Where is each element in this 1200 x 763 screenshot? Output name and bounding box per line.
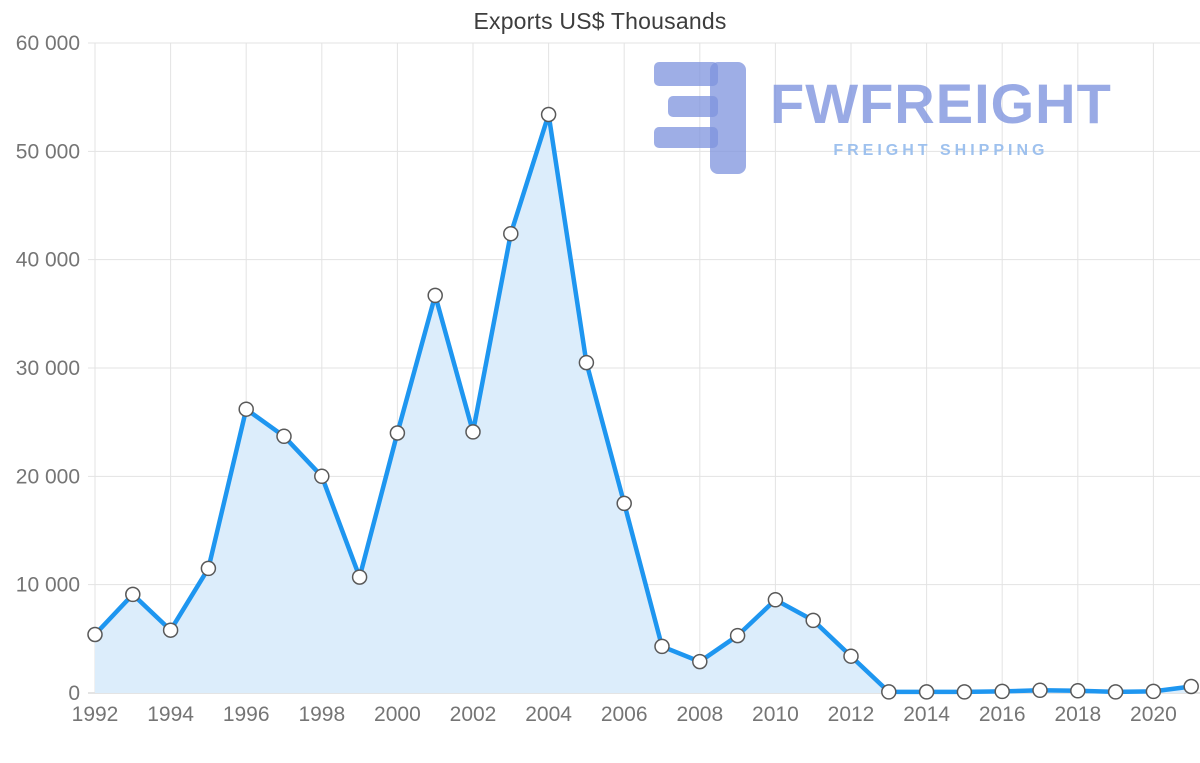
data-point-2015[interactable] — [956, 684, 973, 700]
data-point-2003[interactable] — [503, 225, 519, 242]
x-axis-tick-label: 1994 — [147, 703, 194, 726]
data-point-2001[interactable] — [427, 287, 443, 304]
data-point-1994[interactable] — [162, 622, 179, 638]
x-axis-tick-label: 2014 — [903, 703, 950, 726]
chart-title: Exports US$ Thousands — [473, 8, 727, 34]
data-point-2002[interactable] — [465, 424, 481, 440]
data-point-1997[interactable] — [276, 428, 292, 445]
x-axis-tick-label: 1992 — [72, 703, 119, 726]
data-point-2013[interactable] — [881, 684, 897, 700]
y-axis-tick-label: 30 000 — [16, 357, 80, 380]
x-axis-tick-label: 1996 — [223, 703, 270, 726]
data-point-2009[interactable] — [729, 627, 746, 644]
data-point-2011[interactable] — [805, 612, 821, 629]
y-axis-tick-label: 10 000 — [16, 574, 80, 597]
data-point-2017[interactable] — [1032, 682, 1048, 699]
data-point-2005[interactable] — [578, 354, 595, 371]
y-axis-tick-label: 0 — [68, 682, 80, 705]
y-axis-tick-label: 60 000 — [16, 32, 80, 55]
data-point-1992[interactable] — [87, 626, 103, 643]
x-axis-tick-label: 1998 — [298, 703, 345, 726]
data-point-2004[interactable] — [540, 106, 557, 123]
series-area-fill — [95, 114, 1192, 693]
data-point-2016[interactable] — [994, 683, 1010, 700]
y-axis-tick-label: 20 000 — [16, 465, 80, 488]
data-point-2021[interactable] — [1183, 678, 1199, 695]
data-point-2007[interactable] — [654, 638, 670, 655]
x-axis-tick-label: 2012 — [828, 703, 875, 726]
data-point-2010[interactable] — [767, 592, 784, 608]
data-point-2006[interactable] — [616, 495, 632, 512]
data-point-1998[interactable] — [314, 468, 330, 485]
x-axis-tick-label: 2002 — [450, 703, 497, 726]
data-point-1999[interactable] — [351, 569, 368, 585]
data-point-1996[interactable] — [238, 401, 254, 417]
data-point-2008[interactable] — [692, 653, 708, 670]
x-axis-tick-label: 2020 — [1130, 703, 1177, 726]
x-axis-tick-label: 2000 — [374, 703, 421, 726]
data-point-2012[interactable] — [843, 648, 859, 664]
y-axis-tick-label: 50 000 — [16, 140, 80, 163]
data-point-2019[interactable] — [1107, 684, 1124, 700]
x-axis-tick-label: 2010 — [752, 703, 799, 726]
x-axis-tick-label: 2006 — [601, 703, 648, 726]
data-point-1995[interactable] — [200, 560, 217, 577]
x-axis-tick-label: 2008 — [676, 703, 723, 726]
x-axis-tick-label: 2004 — [525, 703, 572, 726]
x-axis-tick-label: 2018 — [1054, 703, 1101, 726]
data-point-2018[interactable] — [1070, 683, 1086, 699]
data-point-1993[interactable] — [125, 586, 141, 603]
x-axis-tick-label: 2016 — [979, 703, 1026, 726]
data-point-2014[interactable] — [918, 684, 935, 700]
y-axis-tick-label: 40 000 — [16, 249, 80, 272]
data-point-2020[interactable] — [1145, 683, 1162, 700]
data-point-2000[interactable] — [389, 425, 406, 441]
